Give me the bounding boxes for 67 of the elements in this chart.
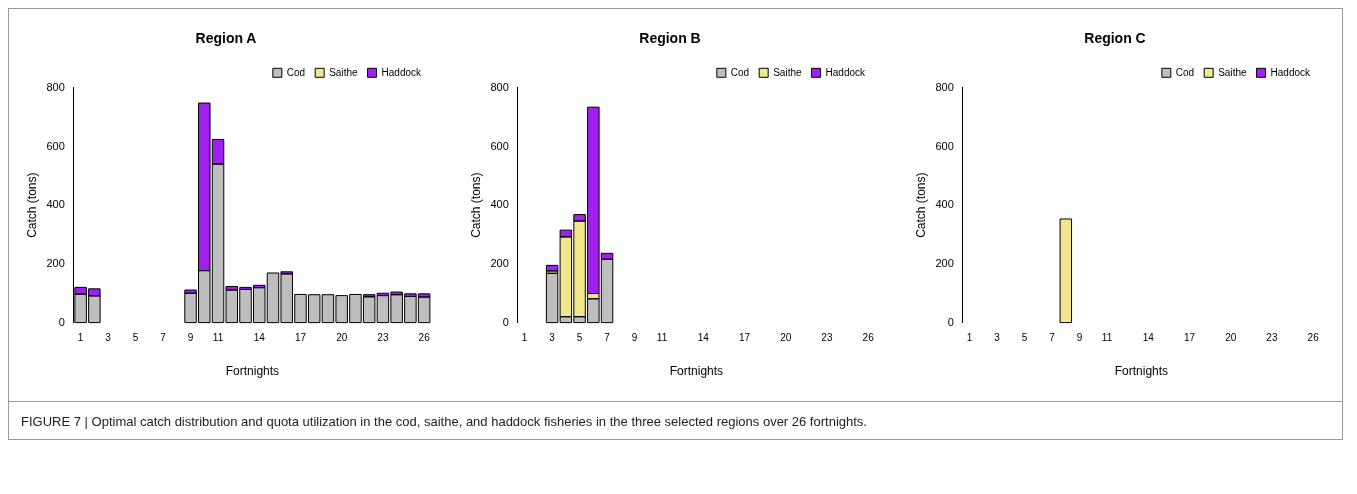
x-axis-title: Fortnights xyxy=(670,364,724,379)
x-tick-label: 9 xyxy=(1076,332,1083,344)
y-tick-label: 600 xyxy=(935,139,954,152)
y-tick-label: 0 xyxy=(947,315,954,328)
x-axis-title: Fortnights xyxy=(225,364,280,379)
x-tick-label: 17 xyxy=(295,332,307,344)
x-tick-label: 14 xyxy=(698,332,710,344)
x-axis-title: Fortnights xyxy=(1114,364,1168,379)
legend-label: Haddock xyxy=(1270,66,1311,78)
x-tick-label: 26 xyxy=(418,332,431,344)
y-tick-label: 200 xyxy=(490,256,510,269)
caption: FIGURE 7 | Optimal catch distribution and quota utilization in the cod, saithe, and haddock fisheries in the three selected regions over 26 fortnights. xyxy=(9,401,1342,429)
x-tick-label: 17 xyxy=(739,332,751,344)
chart-title: Region B xyxy=(639,30,702,47)
legend-label: Haddock xyxy=(381,66,423,78)
y-tick-label: 600 xyxy=(490,139,510,152)
x-tick-label: 14 xyxy=(253,332,266,344)
x-tick-label: 20 xyxy=(336,332,348,344)
y-tick-label: 800 xyxy=(490,80,510,93)
x-tick-label: 11 xyxy=(657,332,669,344)
y-tick-label: 200 xyxy=(46,256,65,269)
y-tick-label: 400 xyxy=(46,198,65,211)
legend-label: Cod xyxy=(1175,66,1194,78)
x-tick-label: 23 xyxy=(377,332,390,344)
chart-title: Region A xyxy=(195,30,257,47)
y-tick-label: 600 xyxy=(46,139,65,152)
y-tick-label: 0 xyxy=(58,315,65,328)
x-tick-label: 14 xyxy=(1142,332,1155,344)
x-tick-label: 1 xyxy=(522,332,529,344)
x-tick-label: 7 xyxy=(604,332,611,344)
x-tick-label: 26 xyxy=(1307,332,1319,344)
legend-label: Cod xyxy=(286,66,306,78)
x-tick-label: 11 xyxy=(212,332,224,344)
y-tick-label: 200 xyxy=(935,256,954,269)
x-tick-label: 26 xyxy=(863,332,875,344)
y-tick-label: 800 xyxy=(935,80,954,93)
legend-label: Haddock xyxy=(826,66,867,78)
y-tick-label: 400 xyxy=(490,198,510,211)
x-tick-label: 23 xyxy=(821,332,834,344)
x-tick-label: 9 xyxy=(632,332,639,344)
y-axis-title: Catch (tons) xyxy=(24,172,39,238)
x-tick-label: 7 xyxy=(1049,332,1056,344)
x-tick-label: 20 xyxy=(780,332,793,344)
y-tick-label: 400 xyxy=(935,198,954,211)
x-tick-label: 23 xyxy=(1266,332,1278,344)
x-tick-label: 20 xyxy=(1224,332,1237,344)
legend-label: Saithe xyxy=(773,66,803,78)
x-tick-label: 1 xyxy=(966,332,973,344)
x-tick-label: 5 xyxy=(132,332,139,344)
y-tick-label: 0 xyxy=(503,315,510,328)
legend-label: Cod xyxy=(731,66,750,78)
y-axis-title: Catch (tons) xyxy=(913,172,928,238)
x-tick-label: 17 xyxy=(1183,332,1196,344)
x-tick-label: 1 xyxy=(78,332,84,344)
x-tick-label: 11 xyxy=(1101,332,1113,344)
x-tick-label: 7 xyxy=(160,332,167,344)
y-tick-label: 800 xyxy=(46,80,65,93)
x-tick-label: 5 xyxy=(1021,332,1028,344)
x-tick-label: 3 xyxy=(549,332,556,344)
x-tick-label: 3 xyxy=(994,332,1001,344)
x-tick-label: 5 xyxy=(577,332,584,344)
chart-title: Region C xyxy=(1084,30,1146,47)
x-tick-label: 9 xyxy=(187,332,194,344)
y-axis-title: Catch (tons) xyxy=(469,172,483,238)
legend-label: Saithe xyxy=(329,66,359,78)
legend-label: Saithe xyxy=(1217,66,1247,78)
x-tick-label: 3 xyxy=(105,332,112,344)
